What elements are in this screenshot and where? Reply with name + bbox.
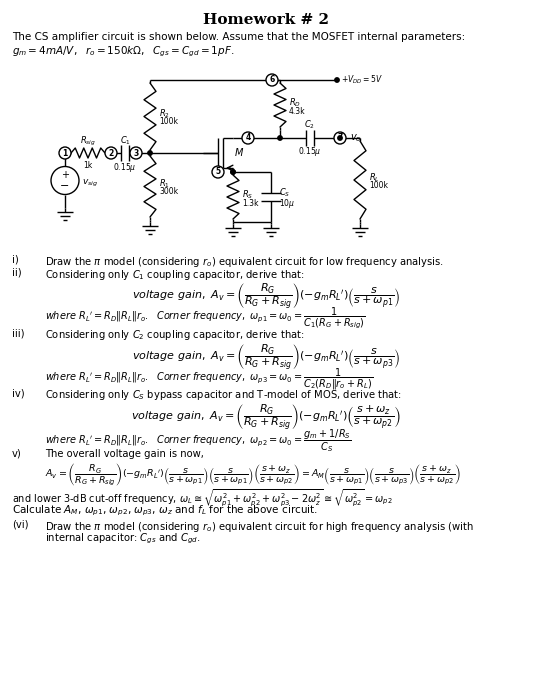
- Text: $\mathit{voltage\ gain,\ A_v = \left(\dfrac{R_G}{R_G + R_{sig}}\right)\left(-g_m: $\mathit{voltage\ gain,\ A_v = \left(\df…: [132, 282, 400, 312]
- Text: $C_1$: $C_1$: [119, 134, 131, 147]
- Text: 7: 7: [337, 134, 343, 143]
- Text: iii): iii): [12, 328, 25, 338]
- Text: $\mathit{voltage\ gain,\ A_v = \left(\dfrac{R_G}{R_G + R_{sig}}\right)\left(-g_m: $\mathit{voltage\ gain,\ A_v = \left(\df…: [132, 342, 400, 372]
- Text: 3: 3: [133, 148, 139, 158]
- Text: 4: 4: [245, 134, 251, 143]
- Text: $\mathit{where\ R_L{}^{\prime} = R_D\|R_L\|r_o.}$$\mathit{\ \ Corner\ frequency,: $\mathit{where\ R_L{}^{\prime} = R_D\|R_…: [45, 306, 366, 331]
- Text: v): v): [12, 449, 22, 459]
- Text: $R_{sig}$: $R_{sig}$: [80, 134, 96, 148]
- Text: $+V_{DD}=5V$: $+V_{DD}=5V$: [341, 74, 383, 86]
- Text: 2: 2: [108, 148, 114, 158]
- Circle shape: [212, 166, 224, 178]
- Text: Draw the $\pi$ model (considering $r_o$) equivalent circuit for high frequency a: Draw the $\pi$ model (considering $r_o$)…: [45, 519, 474, 533]
- Text: $R_1$: $R_1$: [159, 177, 170, 190]
- Text: i): i): [12, 255, 19, 265]
- Text: $\mathit{A_v = \left(\dfrac{R_G}{R_G+R_{sig}}\right)\left(-g_m R_L{}^{\prime}\ri: $\mathit{A_v = \left(\dfrac{R_G}{R_G+R_{…: [45, 461, 461, 488]
- Circle shape: [51, 167, 79, 195]
- Text: $\mathit{where\ R_L{}^{\prime} = R_D\|R_L\|r_o.}$$\mathit{\ \ Corner\ frequency,: $\mathit{where\ R_L{}^{\prime} = R_D\|R_…: [45, 367, 373, 391]
- Text: Homework # 2: Homework # 2: [203, 13, 329, 27]
- Text: (vi): (vi): [12, 519, 28, 529]
- Text: 300k: 300k: [159, 187, 178, 196]
- Text: $v_o$: $v_o$: [350, 132, 361, 144]
- Text: $10\mu$: $10\mu$: [279, 197, 295, 209]
- Text: M: M: [235, 148, 244, 158]
- Circle shape: [335, 78, 339, 82]
- Text: $\mathit{voltage\ gain,\ A_v = \left(\dfrac{R_G}{R_G + R_{sig}}\right)\left(-g_m: $\mathit{voltage\ gain,\ A_v = \left(\df…: [131, 403, 401, 433]
- Text: $R_S$: $R_S$: [242, 189, 253, 202]
- Text: +: +: [61, 171, 69, 181]
- Text: 100k: 100k: [369, 181, 388, 190]
- Circle shape: [278, 136, 282, 140]
- Circle shape: [105, 147, 117, 159]
- Circle shape: [266, 74, 278, 86]
- Text: $0.15\mu$: $0.15\mu$: [113, 160, 137, 174]
- Text: Considering only $C_2$ coupling capacitor, derive that:: Considering only $C_2$ coupling capacito…: [45, 328, 304, 342]
- Text: 100k: 100k: [159, 117, 178, 126]
- Text: The overall voltage gain is now,: The overall voltage gain is now,: [45, 449, 204, 459]
- Text: 1.3k: 1.3k: [242, 199, 259, 207]
- Text: ii): ii): [12, 267, 22, 277]
- Text: 1k: 1k: [83, 160, 93, 169]
- Text: Draw the $\pi$ model (considering $r_o$) equivalent circuit for low frequency an: Draw the $\pi$ model (considering $r_o$)…: [45, 255, 444, 269]
- Text: −: −: [60, 181, 70, 190]
- Text: Considering only $C_1$ coupling capacitor, derive that:: Considering only $C_1$ coupling capacito…: [45, 267, 304, 281]
- Text: $0.15\mu$: $0.15\mu$: [298, 146, 322, 158]
- Text: $g_m = 4mA/V,\ \ r_o = 150k\Omega,\ \ C_{gs} = C_{gd} = 1pF.$: $g_m = 4mA/V,\ \ r_o = 150k\Omega,\ \ C_…: [12, 45, 235, 60]
- Text: 4.3k: 4.3k: [289, 106, 305, 116]
- Text: 1: 1: [62, 148, 68, 158]
- Text: 5: 5: [215, 167, 221, 176]
- Text: $R_L$: $R_L$: [369, 172, 379, 184]
- Circle shape: [231, 170, 235, 174]
- Circle shape: [59, 147, 71, 159]
- Text: $R_D$: $R_D$: [289, 97, 301, 109]
- Circle shape: [338, 136, 342, 140]
- Text: $v_{sig}$: $v_{sig}$: [82, 178, 98, 189]
- Text: iv): iv): [12, 389, 25, 398]
- Text: $C_S$: $C_S$: [279, 187, 290, 199]
- Circle shape: [231, 170, 235, 174]
- Circle shape: [130, 147, 142, 159]
- Text: 6: 6: [269, 76, 274, 85]
- Text: The CS amplifier circuit is shown below. Assume that the MOSFET internal paramet: The CS amplifier circuit is shown below.…: [12, 32, 465, 42]
- Circle shape: [148, 150, 152, 155]
- Text: $R_2$: $R_2$: [159, 107, 170, 120]
- Text: Calculate $A_M$, $\omega_{p1}$, $\omega_{p2}$, $\omega_{p3}$, $\omega_z$ and $f_: Calculate $A_M$, $\omega_{p1}$, $\omega_…: [12, 503, 318, 518]
- Text: and lower 3-dB cut-off frequency, $\mathit{\omega_L \cong \sqrt{\omega_{p1}^2 + : and lower 3-dB cut-off frequency, $\math…: [12, 487, 393, 509]
- Text: Considering only $C_S$ bypass capacitor and T-model of MOS, derive that:: Considering only $C_S$ bypass capacitor …: [45, 389, 402, 402]
- Text: $C_2$: $C_2$: [304, 119, 316, 132]
- Text: internal capacitor: $C_{gs}$ and $C_{gd}$.: internal capacitor: $C_{gs}$ and $C_{gd}…: [45, 532, 200, 547]
- Circle shape: [334, 132, 346, 144]
- Text: $\mathit{where\ R_L{}^{\prime} = R_D\|R_L\|r_o.}$$\mathit{\ \ Corner\ frequency,: $\mathit{where\ R_L{}^{\prime} = R_D\|R_…: [45, 427, 352, 454]
- Circle shape: [242, 132, 254, 144]
